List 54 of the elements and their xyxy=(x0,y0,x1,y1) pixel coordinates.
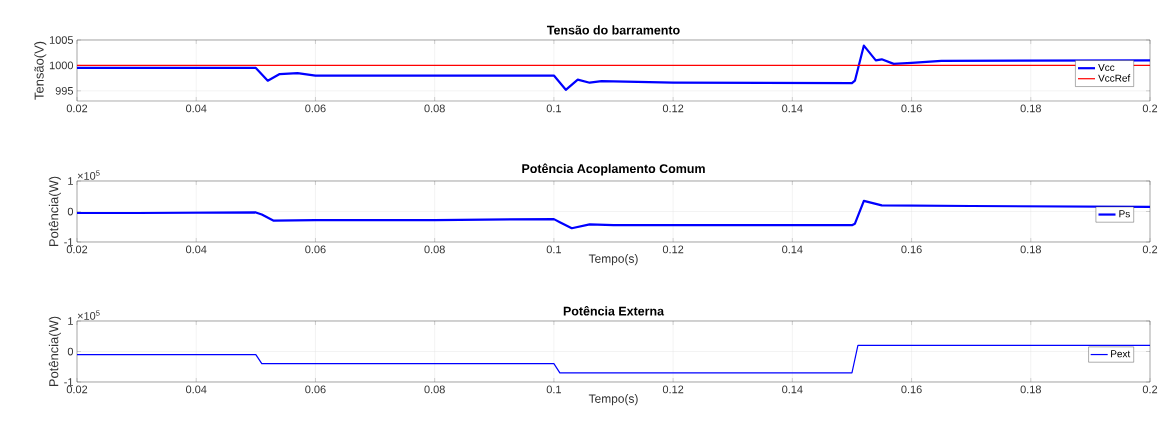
chart-title: Tensão do barramento xyxy=(546,25,680,35)
x-tick-label: 0.16 xyxy=(901,245,922,254)
x-tick-label: 0.1 xyxy=(546,104,561,113)
x-tick-label: 0.16 xyxy=(901,385,922,394)
legend-label: VccRef xyxy=(1098,74,1131,82)
x-tick-label: 0.02 xyxy=(66,385,88,394)
x-tick-label: 0.1 xyxy=(546,245,561,254)
x-tick-label: 0.14 xyxy=(782,245,803,254)
x-tick-label: 0.04 xyxy=(185,245,207,254)
text: ×10$^{5}$ xyxy=(77,170,100,180)
chart-title: Potência Externa xyxy=(563,306,665,316)
x-tick-label: 0.12 xyxy=(662,385,684,394)
x-tick-label: 0.08 xyxy=(424,385,445,394)
y-tick-label: -1 xyxy=(64,378,73,386)
y-tick-label: 1 xyxy=(68,177,73,185)
x-tick-label: 0.2 xyxy=(1142,245,1158,254)
x-tick-label: 0.18 xyxy=(1020,104,1041,113)
x-tick-label: 0.02 xyxy=(66,104,88,113)
x-tick-label: 0.16 xyxy=(901,104,922,113)
x-tick-label: 0.04 xyxy=(185,104,207,113)
x-tick-label: 0.06 xyxy=(305,385,326,394)
y-tick-label: 0 xyxy=(67,347,74,356)
y-tick-label: 1000 xyxy=(49,61,74,70)
y-tick-label: 1005 xyxy=(49,36,74,44)
x-tick-label: 0.2 xyxy=(1142,104,1158,113)
x-tick-label: 0.1 xyxy=(546,385,561,394)
x-axis-title: Tempo(s) xyxy=(588,394,638,406)
y-tick-label: 0 xyxy=(67,207,74,216)
legend-label: Ps xyxy=(1119,210,1130,218)
x-axis-title: Tempo(s) xyxy=(588,254,638,266)
x-tick-label: 0.18 xyxy=(1020,385,1041,394)
y-axis-title: Potência(W) xyxy=(48,176,61,247)
x-tick-label: 0.12 xyxy=(662,245,684,254)
x-tick-label: 0.04 xyxy=(185,385,207,394)
x-tick-label: 0.06 xyxy=(305,104,326,113)
legend-label: Vcc xyxy=(1098,64,1115,71)
x-tick-label: 0.08 xyxy=(424,245,445,254)
y-tick-label: -1 xyxy=(64,238,73,246)
x-tick-label: 0.06 xyxy=(305,245,326,254)
x-tick-label: 0.2 xyxy=(1142,385,1158,394)
x-tick-label: 0.14 xyxy=(782,385,803,394)
chart-title: Potência Acoplamento Comum xyxy=(522,163,705,176)
y-tick-label: 1 xyxy=(68,317,73,325)
x-tick-label: 0.08 xyxy=(424,104,445,113)
y-axis-title: Potência(W) xyxy=(48,316,61,387)
text: ×10$^{5}$ xyxy=(77,310,100,320)
y-axis-title: Tensão(V) xyxy=(34,41,47,100)
legend-label: Pext xyxy=(1111,350,1131,358)
line-series xyxy=(77,344,1151,374)
x-tick-label: 0.18 xyxy=(1020,245,1041,254)
x-tick-label: 0.02 xyxy=(66,245,88,254)
x-tick-label: 0.12 xyxy=(662,104,684,113)
y-tick-label: 995 xyxy=(55,86,74,95)
x-tick-label: 0.14 xyxy=(782,104,803,113)
